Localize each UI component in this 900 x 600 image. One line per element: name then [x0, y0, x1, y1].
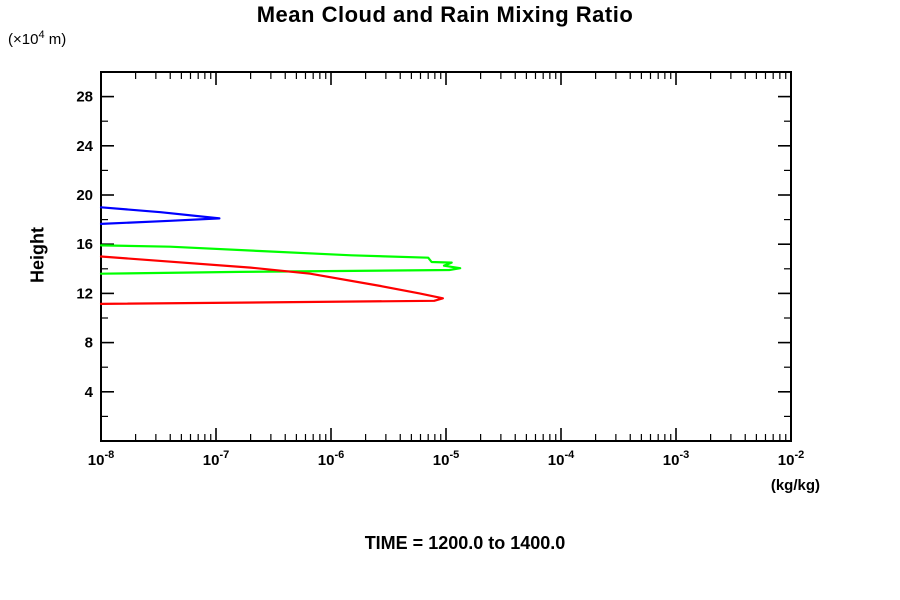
- y-unit-prefix: (×10: [8, 31, 39, 48]
- x-tick-label: 10-3: [663, 449, 689, 469]
- x-tick-label: 10-4: [548, 449, 575, 469]
- x-tick-label: 10-8: [88, 449, 114, 469]
- y-axis-unit-label: (×104 m): [8, 29, 66, 48]
- series-green-line: [99, 244, 462, 275]
- y-unit-suffix: m): [44, 31, 67, 48]
- series-red-line: [99, 255, 444, 305]
- y-tick-label: 16: [76, 236, 93, 253]
- x-tick-label: 10-2: [778, 449, 804, 469]
- y-tick-label: 12: [76, 285, 93, 302]
- y-tick-label: 4: [85, 384, 94, 401]
- x-tick-label: 10-7: [203, 449, 229, 469]
- y-tick-label: 28: [76, 89, 93, 106]
- chart-title: Mean Cloud and Rain Mixing Ratio: [256, 2, 634, 27]
- series-blue-line: [99, 206, 221, 225]
- y-tick-label: 20: [76, 187, 93, 204]
- x-tick-label: 10-5: [433, 449, 459, 469]
- time-caption: TIME = 1200.0 to 1400.0: [364, 533, 566, 553]
- y-unit-exponent: 4: [38, 29, 45, 41]
- y-tick-label: 8: [85, 335, 93, 352]
- plot-frame: [100, 71, 792, 442]
- x-axis-unit-label: (kg/kg): [770, 477, 820, 494]
- y-tick-label: 24: [76, 138, 93, 155]
- x-tick-label: 10-6: [318, 449, 344, 469]
